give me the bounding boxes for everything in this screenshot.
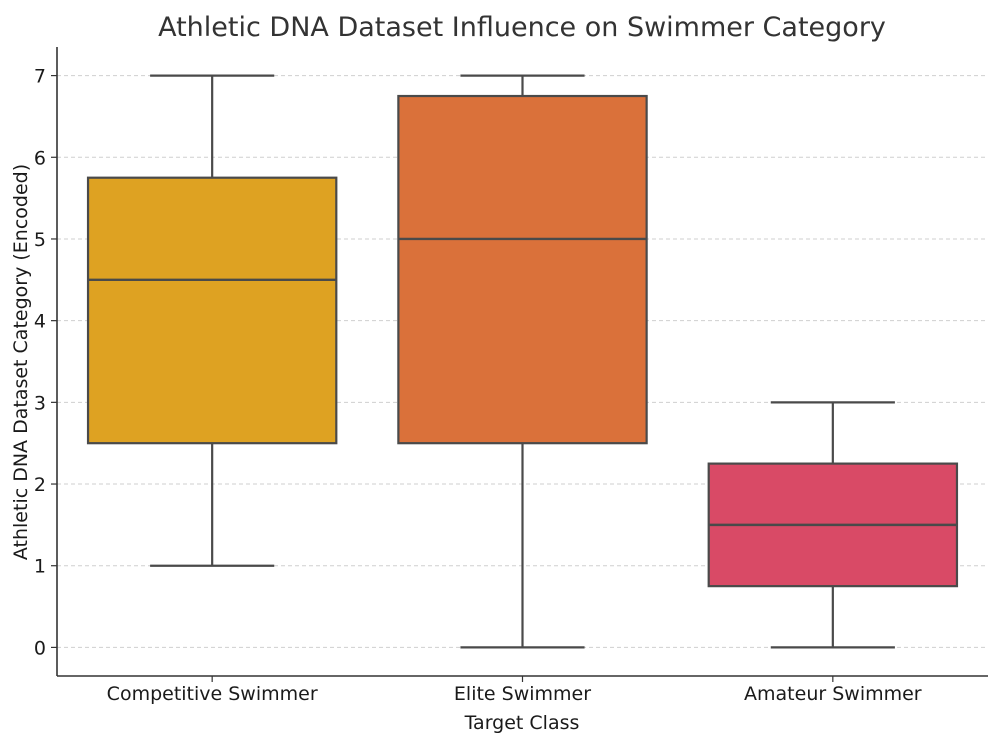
- y-tick-label: 4: [34, 311, 46, 333]
- box-elite-swimmer: [397, 74, 648, 649]
- y-tick-label: 7: [34, 66, 46, 88]
- y-tick-label: 0: [34, 637, 46, 659]
- y-axis-label: Athletic DNA Dataset Category (Encoded): [10, 164, 32, 560]
- x-axis-label: Target Class: [464, 712, 580, 734]
- x-tick-label: Elite Swimmer: [454, 683, 591, 705]
- y-tick-label: 6: [34, 147, 46, 169]
- iqr-box: [397, 94, 648, 445]
- x-tick-label: Competitive Swimmer: [107, 683, 318, 705]
- box-amateur-swimmer: [707, 401, 959, 649]
- chart-title: Athletic DNA Dataset Influence on Swimme…: [158, 12, 886, 43]
- y-tick-label: 1: [34, 556, 46, 578]
- boxes-group: [86, 74, 959, 649]
- iqr-box: [86, 176, 338, 445]
- y-tick-label: 2: [34, 474, 46, 496]
- y-tick-label: 3: [34, 392, 46, 414]
- axes: 0 1 2 3 4 5 6 7 Competitive Swimmer Elite Swimmer…: [34, 47, 988, 705]
- box-competitive-swimmer: [86, 74, 338, 567]
- x-tick-label: Amateur Swimmer: [744, 683, 922, 705]
- y-tick-label: 5: [34, 229, 46, 251]
